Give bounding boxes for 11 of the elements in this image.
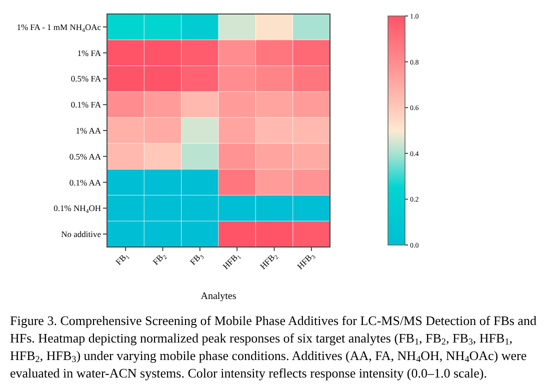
y-tick-label: 0.1% NH$_{4}$OH	[54, 203, 101, 215]
y-tick-label: 0.5% AA	[69, 151, 102, 162]
y-tick-label: 0.5% FA	[70, 74, 102, 84]
x-axis-title: Analytes	[200, 291, 236, 302]
y-tick-label: No additive	[61, 229, 102, 240]
text: Figure 3. Comprehensive Screening of Mobile Phase Additives for LC-MS/MS Detection of FBs and HFs. Heatmap depicting normalized peak responses of six target analytes (FB$_{1}$, FB$_{2}$, FB$_{3}$, HFB$_{1}$, HFB$_{2}$, HFB$_{3}$) under varying mobile phase conditions. Additives (AA, FA, NH$_{4}$OH, NH$_{4}$OAc) were evaluated in water-ACN systems. Color intensity reflects response intensity (0.0–1.0 scale).	[10, 313, 536, 380]
y-tick-label: 1% FA - 1 mM NH$_{4}$OAc	[16, 22, 102, 34]
y-tick-label: 0.1% FA	[70, 100, 102, 110]
y-tick-label: 1% FA	[77, 48, 102, 58]
y-tick-label: 0.1% AA	[69, 177, 102, 188]
y-tick-label: 1% AA	[76, 125, 102, 136]
